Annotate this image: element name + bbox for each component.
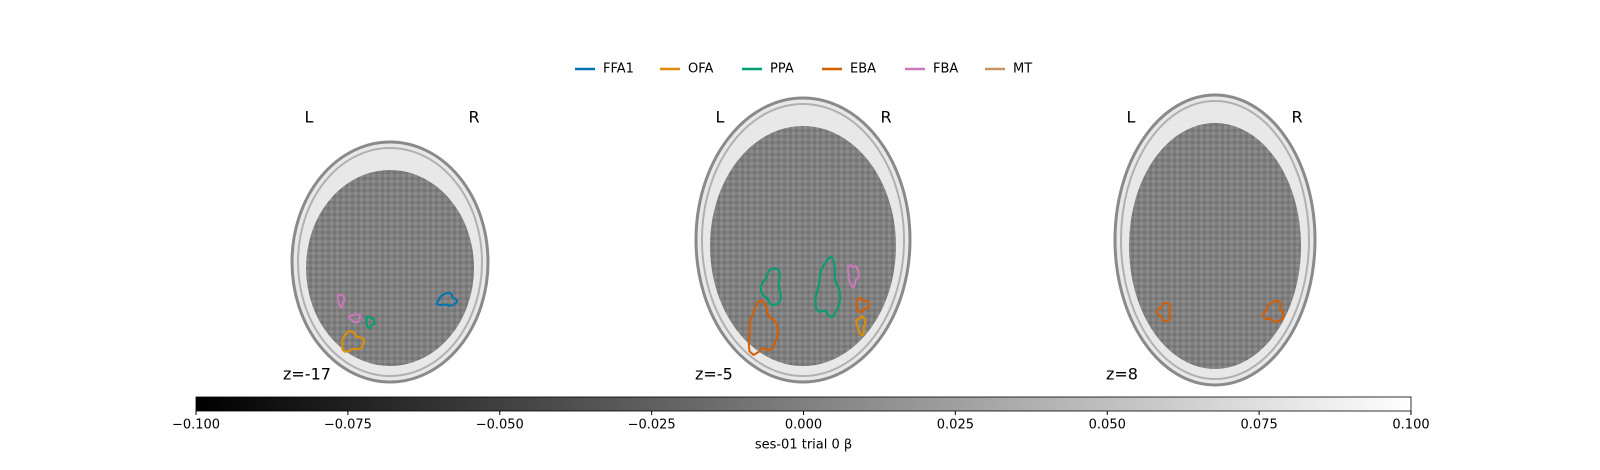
- roi-contour: [436, 291, 459, 307]
- skull-inner: [701, 103, 905, 377]
- brain: [306, 170, 474, 366]
- colorbar-tick-label: −0.050: [476, 418, 524, 433]
- colorbar-tick-label: 0.000: [785, 418, 822, 433]
- slice-label: z=-17: [283, 365, 331, 384]
- roi-contour: [347, 312, 362, 324]
- brain: [710, 126, 896, 366]
- colorbar-tick-label: 0.075: [1241, 418, 1278, 433]
- roi-contour: [855, 314, 867, 337]
- colorbar-tick-label: 0.100: [1392, 418, 1429, 433]
- slice-label: z=8: [1106, 365, 1138, 384]
- roi-contour: [846, 264, 860, 289]
- roi-contour: [759, 267, 783, 307]
- roi-contour: [1156, 302, 1172, 322]
- skull-inner: [297, 147, 483, 377]
- legend-label: FBA: [933, 62, 958, 77]
- colorbar-tick-label: −0.100: [172, 418, 220, 433]
- legend-label: PPA: [770, 62, 794, 77]
- colorbar-tick-label: −0.025: [628, 418, 676, 433]
- colorbar-tick-label: 0.050: [1089, 418, 1126, 433]
- right-label: R: [880, 108, 891, 127]
- brain: [1129, 123, 1301, 369]
- legend: FFA1 OFA PPA EBA FBA MT: [575, 62, 1032, 77]
- roi-contour: [341, 330, 366, 353]
- slice-label: z=-5: [695, 365, 733, 384]
- legend-label: EBA: [850, 62, 876, 77]
- legend-label: MT: [1013, 62, 1032, 77]
- slices: L Rz=-17 L Rz=-5 L Rz=8: [283, 93, 1317, 387]
- roi-contour: [365, 315, 376, 330]
- left-label: L: [305, 108, 314, 127]
- colorbar: −0.100 −0.075 −0.050 −0.025 0.000 0.025 0.050 0…: [172, 396, 1430, 453]
- legend-label: OFA: [688, 62, 714, 77]
- right-label: R: [468, 108, 479, 127]
- colorbar-label: ses-01 trial 0 β: [755, 438, 852, 453]
- colorbar-gradient: [195, 396, 1412, 412]
- left-label: L: [716, 108, 725, 127]
- roi-contour: [336, 293, 346, 309]
- right-label: R: [1291, 108, 1302, 127]
- roi-contour: [814, 255, 842, 319]
- colorbar-tick-label: −0.075: [324, 418, 372, 433]
- skull-inner: [1120, 100, 1310, 380]
- legend-label: FFA1: [603, 62, 634, 77]
- left-label: L: [1127, 108, 1136, 127]
- roi-contour: [1262, 299, 1285, 323]
- colorbar-tick-label: 0.025: [937, 418, 974, 433]
- roi-contour: [855, 297, 870, 314]
- roi-contour: [747, 299, 779, 357]
